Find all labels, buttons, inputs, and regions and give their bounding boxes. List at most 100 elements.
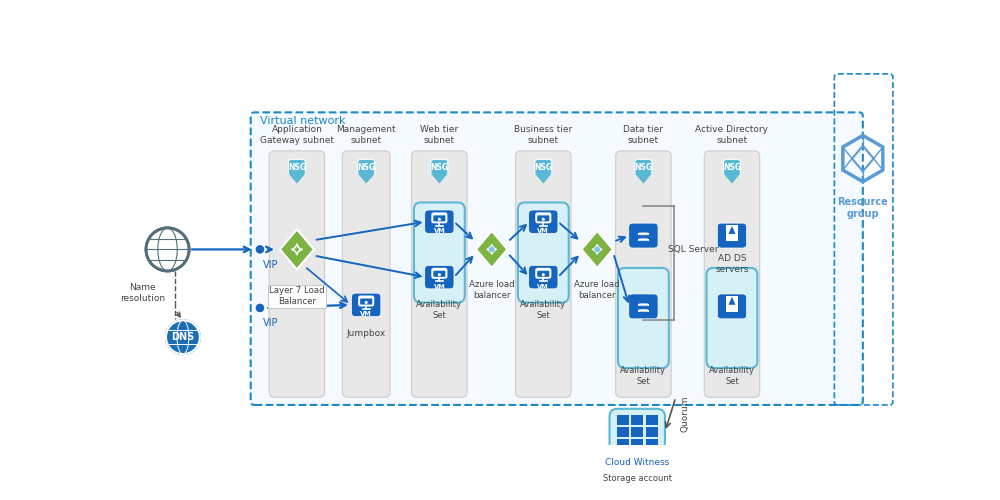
Circle shape [255, 303, 265, 313]
Circle shape [542, 218, 545, 221]
Bar [638, 233, 649, 235]
FancyBboxPatch shape [537, 216, 549, 222]
FancyBboxPatch shape [610, 409, 665, 455]
FancyBboxPatch shape [431, 160, 448, 175]
Circle shape [438, 218, 441, 221]
Bar [638, 239, 649, 240]
Text: Availability
Set: Availability Set [520, 300, 566, 320]
Text: Name
resolution: Name resolution [120, 284, 165, 304]
FancyBboxPatch shape [433, 216, 445, 222]
FancyBboxPatch shape [535, 160, 552, 175]
Text: Application
Gateway subnet: Application Gateway subnet [260, 124, 334, 144]
FancyBboxPatch shape [425, 266, 454, 289]
Text: Availability
Set: Availability Set [709, 366, 755, 386]
Polygon shape [288, 174, 305, 184]
Circle shape [166, 320, 200, 354]
Bar [617, 414, 629, 425]
FancyBboxPatch shape [723, 160, 740, 175]
Text: Resource
group: Resource group [837, 197, 888, 220]
Text: Quorum: Quorum [680, 396, 689, 432]
FancyBboxPatch shape [358, 296, 374, 306]
Text: Data tier
subnet: Data tier subnet [623, 124, 663, 144]
Circle shape [255, 244, 265, 254]
Text: NSG: NSG [723, 162, 741, 172]
Text: DNS: DNS [171, 332, 195, 342]
Bar [646, 439, 658, 449]
Text: Active Directory
subnet: Active Directory subnet [695, 124, 768, 144]
Bar [646, 414, 658, 425]
Bar [631, 439, 643, 449]
Text: Availability
Set: Availability Set [416, 300, 462, 320]
Text: VIP: VIP [263, 260, 279, 270]
Text: Azure load
balancer: Azure load balancer [574, 280, 620, 300]
FancyBboxPatch shape [704, 151, 760, 398]
Polygon shape [358, 174, 375, 184]
FancyBboxPatch shape [537, 271, 549, 277]
FancyBboxPatch shape [269, 151, 325, 398]
Ellipse shape [638, 305, 649, 306]
Bar [638, 304, 649, 306]
FancyBboxPatch shape [414, 202, 465, 302]
Polygon shape [431, 174, 448, 184]
FancyBboxPatch shape [616, 151, 671, 398]
FancyBboxPatch shape [635, 160, 652, 175]
FancyBboxPatch shape [535, 268, 551, 279]
Polygon shape [476, 231, 507, 268]
Text: Management
subnet: Management subnet [336, 124, 396, 144]
FancyBboxPatch shape [433, 271, 445, 277]
Bar [617, 439, 629, 449]
Circle shape [488, 246, 495, 252]
Polygon shape [728, 296, 735, 305]
Text: VM: VM [360, 312, 372, 318]
Text: NSG: NSG [288, 162, 306, 172]
Text: NSG: NSG [357, 162, 375, 172]
Ellipse shape [638, 238, 649, 239]
FancyBboxPatch shape [726, 225, 738, 241]
Text: VM: VM [537, 228, 549, 234]
Text: NSG: NSG [634, 162, 652, 172]
FancyBboxPatch shape [352, 293, 381, 316]
Bar [646, 427, 658, 437]
Text: AD DS
servers: AD DS servers [715, 254, 749, 274]
Ellipse shape [638, 311, 649, 312]
Text: Availability
Set: Availability Set [620, 366, 666, 386]
FancyBboxPatch shape [412, 151, 467, 398]
Ellipse shape [638, 309, 649, 310]
Polygon shape [635, 174, 652, 184]
Text: Virtual network: Virtual network [260, 116, 345, 126]
Ellipse shape [638, 234, 649, 236]
Polygon shape [723, 174, 740, 184]
Polygon shape [581, 231, 613, 268]
FancyBboxPatch shape [529, 210, 558, 234]
Bar [638, 310, 649, 312]
Text: Web tier
subnet: Web tier subnet [420, 124, 458, 144]
Text: NSG: NSG [430, 162, 448, 172]
FancyBboxPatch shape [717, 223, 747, 248]
Text: Business tier
subnet: Business tier subnet [514, 124, 572, 144]
Text: VIP: VIP [263, 318, 279, 328]
Text: Jumpbox: Jumpbox [347, 329, 386, 338]
FancyBboxPatch shape [431, 268, 447, 279]
Text: Azure load
balancer: Azure load balancer [469, 280, 515, 300]
Ellipse shape [638, 232, 649, 234]
FancyBboxPatch shape [629, 223, 658, 248]
Polygon shape [728, 226, 735, 234]
FancyBboxPatch shape [717, 294, 747, 319]
Text: SQL Server: SQL Server [668, 245, 719, 254]
Polygon shape [535, 174, 552, 184]
Polygon shape [280, 230, 314, 270]
FancyBboxPatch shape [431, 212, 447, 224]
FancyBboxPatch shape [251, 112, 863, 405]
Circle shape [594, 246, 601, 252]
FancyBboxPatch shape [726, 296, 738, 312]
Bar [631, 414, 643, 425]
Ellipse shape [638, 240, 649, 241]
Text: Storage account: Storage account [603, 474, 672, 482]
Circle shape [438, 273, 441, 276]
Text: Layer 7 Load
Balancer: Layer 7 Load Balancer [269, 286, 325, 306]
FancyBboxPatch shape [707, 268, 757, 368]
FancyBboxPatch shape [618, 268, 669, 368]
FancyBboxPatch shape [342, 151, 390, 398]
Circle shape [146, 228, 189, 271]
Text: NSG: NSG [534, 162, 552, 172]
